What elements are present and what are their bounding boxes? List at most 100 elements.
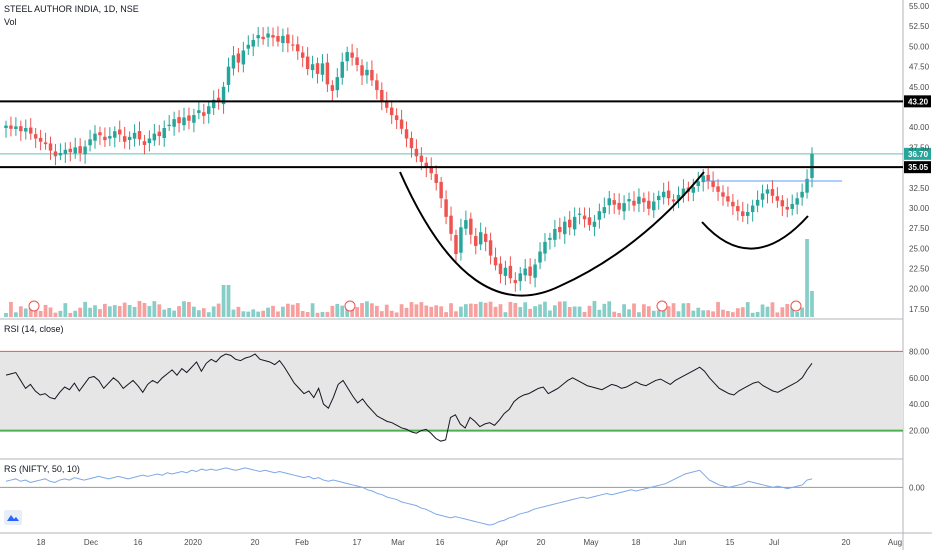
volume-bar: [622, 304, 626, 317]
last-price-tag: [904, 147, 931, 160]
candle-body: [221, 86, 226, 105]
volume-bar: [552, 305, 557, 317]
candle-body: [800, 191, 804, 198]
candle-body: [147, 138, 152, 144]
volume-bar: [424, 305, 429, 317]
price-tick-label: 27.50: [909, 224, 930, 233]
volume-bar: [256, 311, 261, 317]
candle-body: [726, 196, 730, 202]
candle-body: [73, 147, 77, 154]
candle-body: [488, 240, 493, 256]
volume-bar: [735, 308, 740, 317]
candle-body: [177, 117, 181, 124]
candle-body: [656, 195, 661, 201]
volume-bar: [651, 310, 656, 317]
candle-body: [182, 117, 186, 126]
candle-body: [795, 198, 799, 205]
candle-body: [755, 199, 760, 206]
candle-body: [612, 200, 616, 205]
volume-bar: [671, 303, 676, 317]
volume-bar: [681, 303, 686, 317]
volume-bar: [577, 306, 582, 317]
volume-bar: [340, 305, 345, 317]
volume-bar: [112, 305, 117, 317]
rs-pane: 0.00: [0, 467, 925, 526]
volume-bar: [330, 305, 335, 317]
volume-bar: [236, 306, 241, 317]
candle-body: [98, 132, 102, 136]
candle-body: [419, 155, 424, 162]
volume-bar: [548, 310, 552, 317]
candle-body: [745, 212, 750, 216]
candle-body: [167, 124, 171, 127]
volume-bar: [335, 303, 340, 317]
candle-body: [197, 110, 201, 114]
volume-bar: [760, 304, 765, 317]
volume-bar: [310, 303, 315, 317]
candle-body: [300, 52, 305, 58]
rsi-tick-label: 20.00: [909, 427, 930, 436]
volume-bar: [315, 312, 320, 317]
volume-bar: [721, 309, 725, 317]
candle-body: [434, 174, 438, 183]
price-tick-label: 22.50: [909, 265, 930, 274]
candle-body: [503, 267, 508, 276]
candle-body: [370, 69, 374, 81]
time-tick-label: 2020: [184, 538, 202, 547]
candle-body: [103, 136, 107, 141]
volume-bar: [795, 311, 800, 317]
volume-bar: [513, 302, 518, 317]
volume-bar: [38, 311, 43, 317]
volume-bar: [226, 285, 231, 317]
volume-bar: [439, 306, 444, 317]
candle-body: [226, 66, 231, 85]
volume-bar: [88, 307, 92, 317]
candle-body: [469, 218, 473, 235]
volume-bar: [607, 301, 612, 317]
volume-bar: [142, 302, 147, 317]
volume-bar: [281, 306, 285, 317]
time-tick-label: 20: [537, 538, 546, 547]
time-tick-label: Aug: [888, 538, 902, 547]
volume-bar: [246, 311, 251, 317]
time-tick-label: 16: [436, 538, 445, 547]
volume-bar: [28, 307, 33, 317]
logo-icon[interactable]: [4, 510, 22, 525]
time-tick-label: Apr: [496, 538, 509, 547]
volume-bar: [473, 303, 478, 317]
candle-body: [750, 205, 755, 213]
candle-body: [582, 215, 587, 220]
candle-body: [459, 227, 463, 253]
candle-body: [637, 196, 641, 204]
rs-tick-label: 0.00: [909, 483, 925, 492]
candle-body: [577, 213, 582, 215]
volume-bar: [404, 307, 409, 317]
volume-bar: [132, 306, 137, 317]
volume-bar: [637, 312, 641, 317]
cup-curve: [399, 171, 705, 297]
volume-bar: [543, 301, 547, 317]
price-tick-label: 25.00: [909, 244, 930, 253]
volume-bar: [686, 303, 691, 317]
candle-body: [765, 189, 770, 194]
candle-body: [246, 44, 251, 49]
volume-bar: [295, 303, 300, 317]
volume-bar: [582, 311, 587, 317]
time-axis: 18 Dec 16 2020 20 Feb 17 Mar 16 Apr 20 May 18 Jun 15 Ju…: [37, 538, 903, 547]
volume-bar: [745, 302, 750, 317]
volume-bar: [216, 303, 221, 317]
volume-bar: [414, 304, 419, 317]
volume-bar: [9, 301, 13, 317]
candle-body: [325, 62, 330, 85]
chart-title: STEEL AUTHOR INDIA, 1D, NSE: [4, 4, 139, 14]
level-tag: [904, 161, 931, 174]
volume-bar: [211, 306, 216, 317]
volume-bar: [305, 312, 310, 317]
volume-bar: [449, 303, 453, 317]
candle-body: [627, 199, 631, 202]
volume-bar: [4, 313, 8, 317]
candle-body: [429, 166, 433, 174]
candle-body: [68, 148, 73, 153]
volume-bar: [785, 304, 790, 317]
